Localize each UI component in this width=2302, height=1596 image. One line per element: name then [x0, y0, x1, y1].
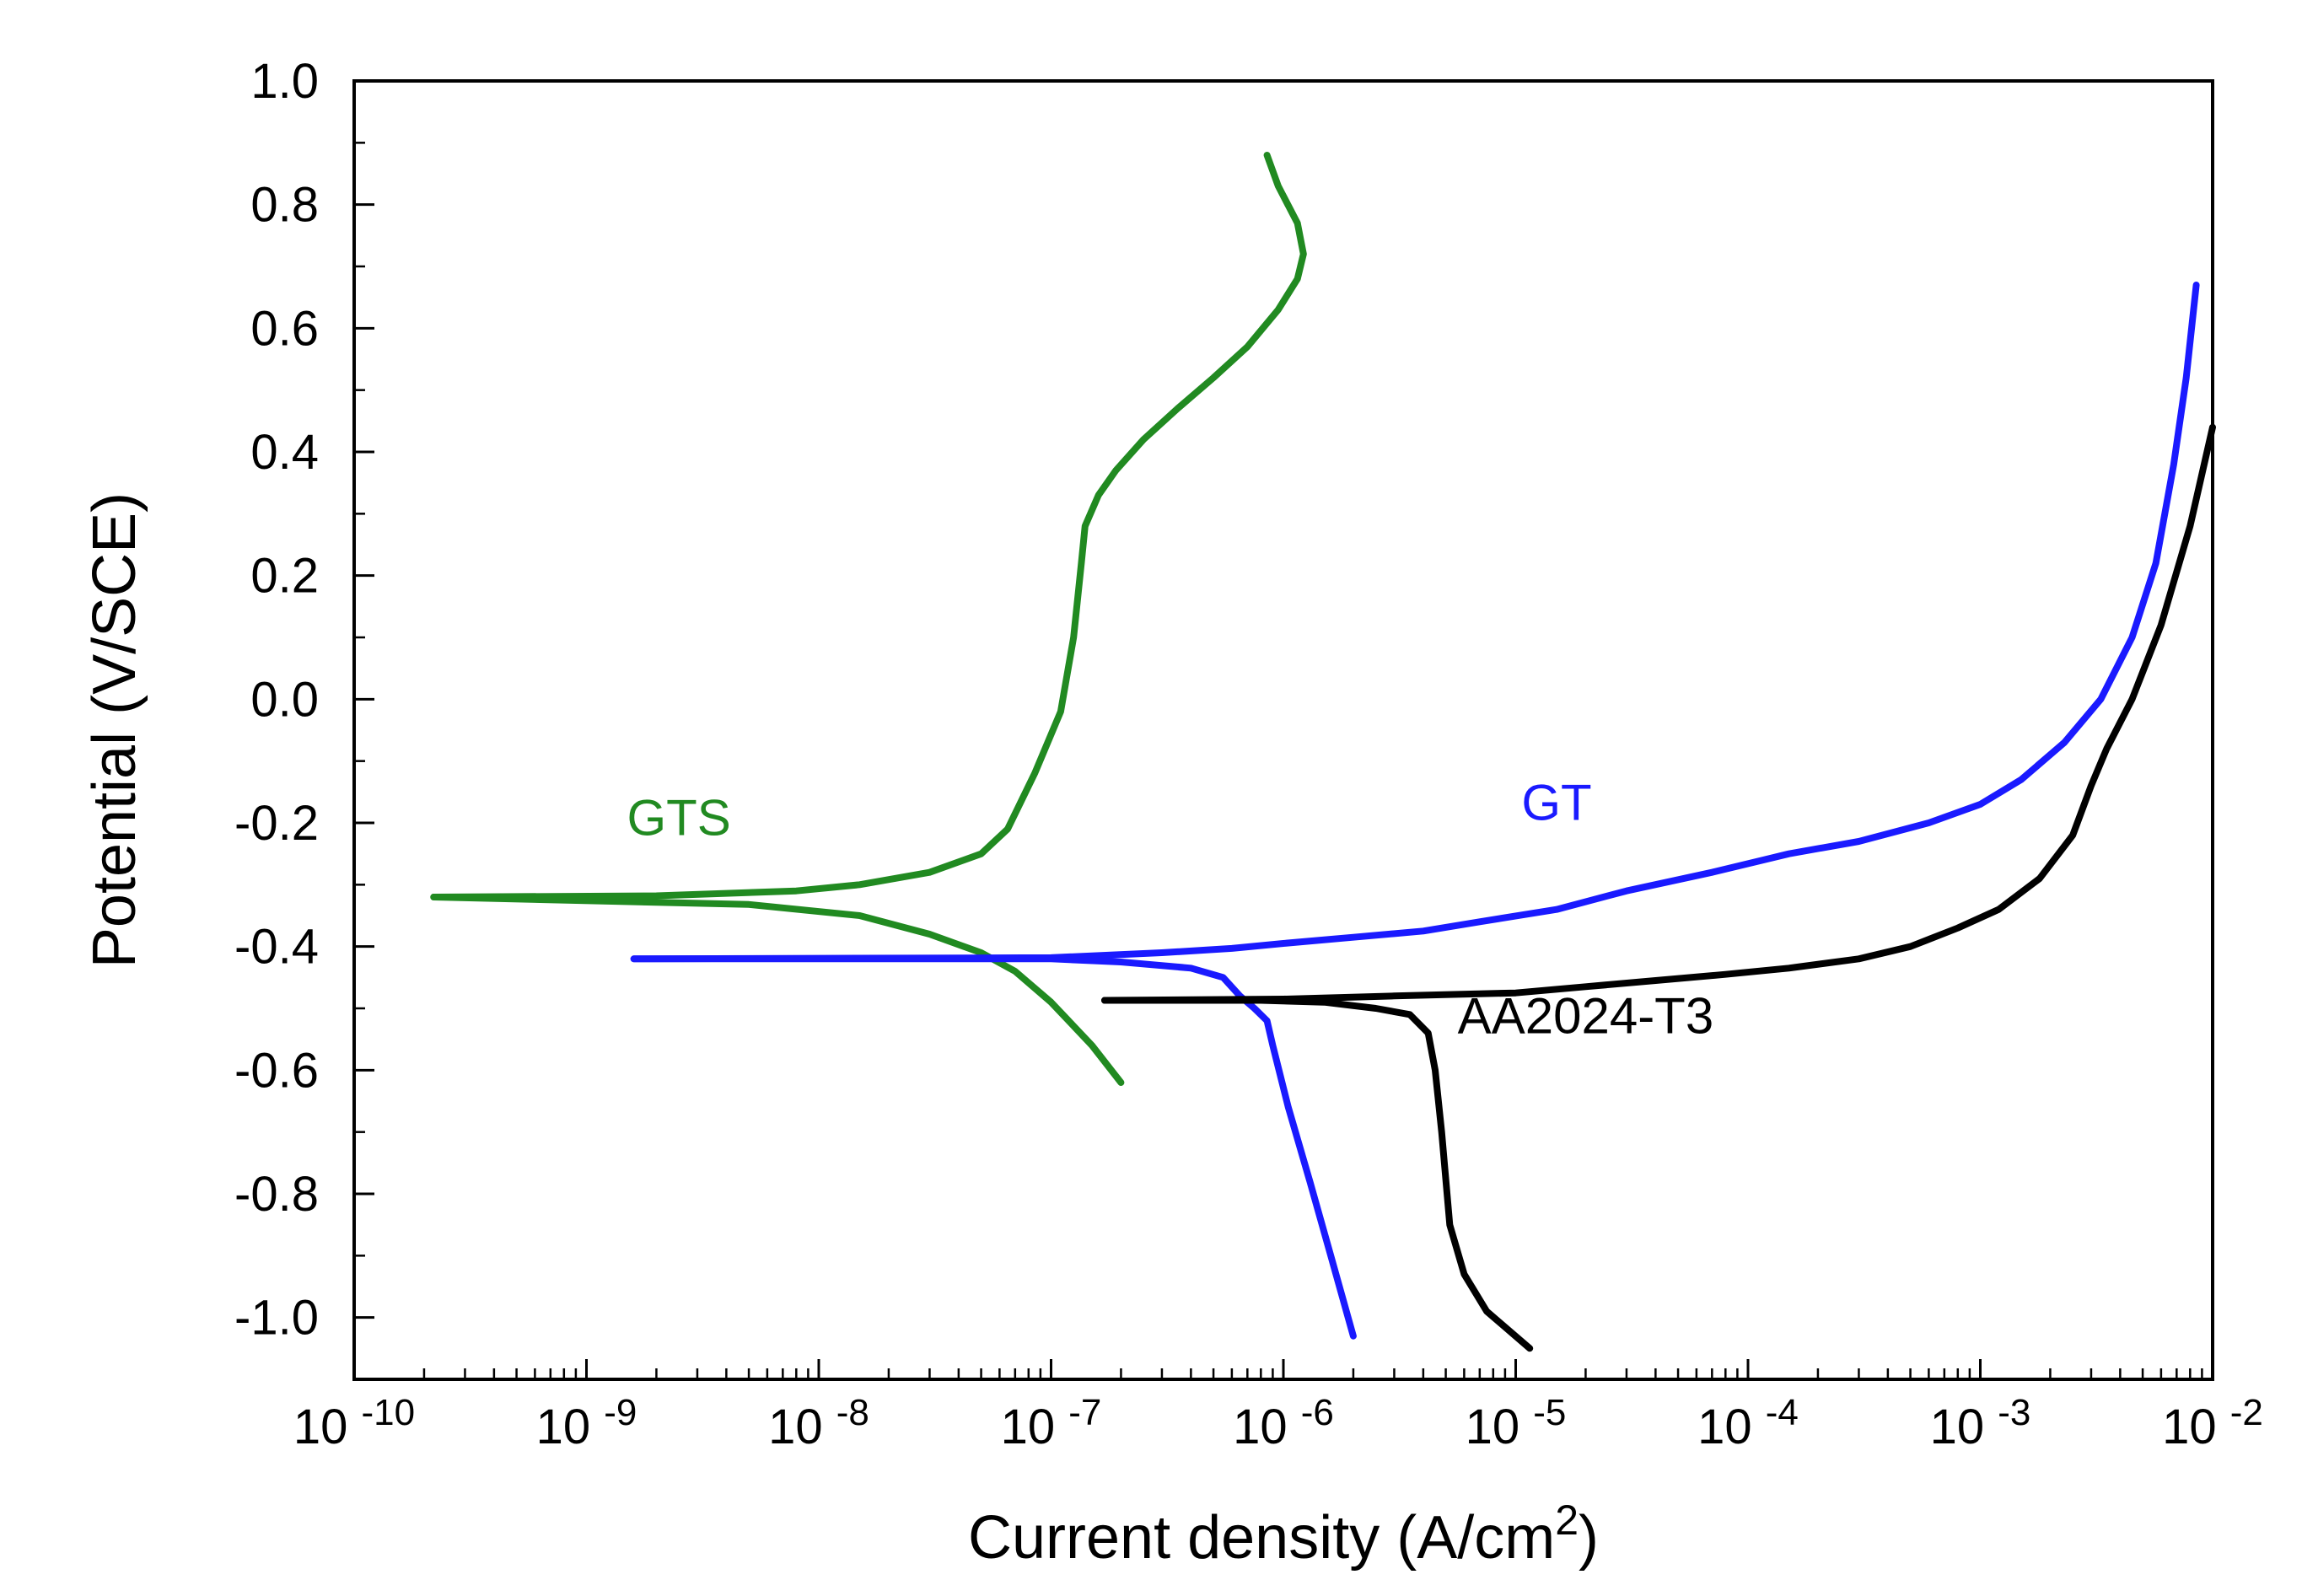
y-tick-label: -1.0: [234, 1291, 319, 1346]
x-tick-label: 10 -4: [1697, 1392, 1799, 1454]
y-axis-title: Potential (V/SCE): [81, 492, 148, 968]
series-gts-cathodic-line: [430, 894, 1125, 1086]
x-tick-label: 10 -6: [1233, 1392, 1334, 1454]
y-tick-label: 0.6: [250, 301, 319, 356]
y-tick-label: 0.2: [250, 549, 319, 604]
x-tick-label: 10 -9: [536, 1392, 637, 1454]
x-tick-label: 10 -10: [293, 1392, 415, 1454]
series-gt-anodic-line: [630, 282, 2200, 963]
x-axis-title: Current density (A/cm2): [968, 1497, 1599, 1572]
plot-frame: [352, 79, 2214, 1381]
x-tick-label: 10 -5: [1466, 1392, 1567, 1454]
y-tick-label: 0.4: [250, 425, 319, 480]
ticks-layer: [352, 79, 2214, 1381]
y-tick-label: -0.4: [234, 920, 319, 975]
y-tick-label: 0.0: [250, 672, 319, 727]
series-label-aa2024-t3: AA2024-T3: [1458, 987, 1714, 1044]
series-gt-cathodic-line: [630, 955, 1357, 1340]
series-gts-anodic-line: [430, 152, 1307, 900]
series-label-gt: GT: [1521, 774, 1591, 830]
x-axis-title-superscript: 2: [1555, 1497, 1579, 1544]
series-label-gts: GTS: [627, 790, 730, 846]
x-tick-label: 10 -2: [2162, 1392, 2263, 1454]
y-tick-label: -0.6: [234, 1043, 319, 1098]
series-layer: [430, 152, 2216, 1352]
y-tick-label: 0.8: [250, 178, 319, 233]
x-tick-label: 10 -7: [1001, 1392, 1102, 1454]
series-aa2024-t3-anodic-line: [1101, 423, 2216, 1004]
series-aa2024-t3-cathodic-line: [1101, 997, 1534, 1352]
x-tick-label: 10 -3: [1930, 1392, 2031, 1454]
y-tick-label: -0.2: [234, 796, 319, 851]
y-tick-label: 1.0: [250, 54, 319, 109]
y-tick-label: -0.8: [234, 1167, 319, 1222]
x-tick-label: 10 -8: [768, 1392, 869, 1454]
labels-layer: 10 -10 10 -9 10 -8 10 -7 10 -6 10 -5 10 -4 10 -…: [234, 54, 2263, 1454]
